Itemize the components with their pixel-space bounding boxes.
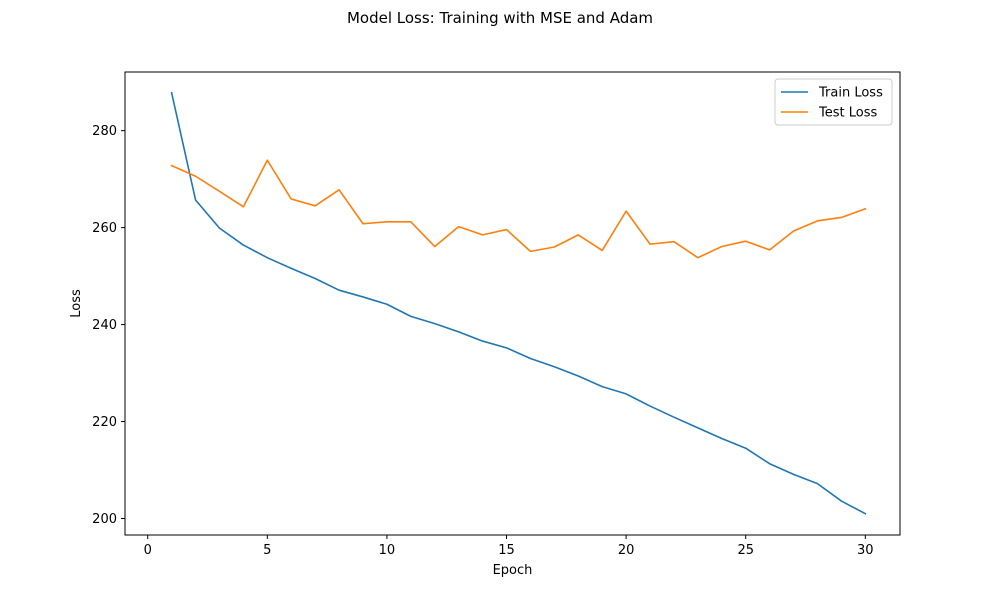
y-axis: 200 220 240 260 280 (92, 124, 125, 527)
legend-label: Train Loss (818, 86, 883, 101)
y-tick-label: 240 (92, 318, 117, 333)
y-tick-label: 220 (92, 415, 117, 430)
legend: Train Loss Test Loss (774, 78, 893, 126)
y-tick-label: 280 (92, 124, 117, 139)
x-axis-label: Epoch (493, 563, 533, 578)
series-line-train-loss (170, 91, 867, 515)
legend-box (774, 78, 893, 126)
y-axis-label: Loss (69, 289, 84, 318)
x-tick-label: 5 (263, 543, 271, 558)
x-tick-label: 0 (144, 543, 152, 558)
legend-label: Test Loss (818, 106, 877, 121)
axes-frame (124, 71, 901, 536)
series-line-test-loss (170, 159, 867, 259)
y-tick-label: 260 (92, 221, 117, 236)
x-axis: 0 5 10 15 20 25 30 (144, 535, 874, 558)
x-tick-label: 15 (498, 543, 515, 558)
chart-title: Model Loss: Training with MSE and Adam (347, 9, 653, 27)
y-tick-label: 200 (92, 512, 117, 527)
x-tick-label: 20 (618, 543, 635, 558)
x-tick-label: 10 (379, 543, 396, 558)
x-tick-label: 30 (857, 543, 874, 558)
plot-area (170, 91, 867, 515)
x-tick-label: 25 (737, 543, 754, 558)
